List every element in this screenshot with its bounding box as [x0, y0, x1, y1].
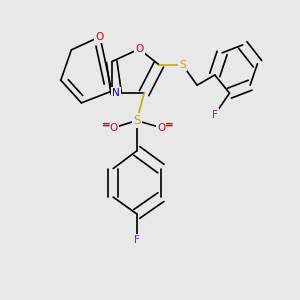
- Text: F: F: [134, 236, 140, 245]
- Text: S: S: [133, 114, 140, 127]
- Text: O: O: [109, 123, 117, 133]
- Text: O: O: [135, 44, 143, 54]
- Text: O: O: [158, 123, 166, 133]
- Text: O: O: [96, 32, 104, 42]
- Text: N: N: [112, 88, 120, 98]
- Text: F: F: [212, 110, 218, 120]
- Text: =: =: [101, 120, 110, 130]
- Text: S: S: [179, 60, 186, 70]
- Text: =: =: [165, 120, 173, 130]
